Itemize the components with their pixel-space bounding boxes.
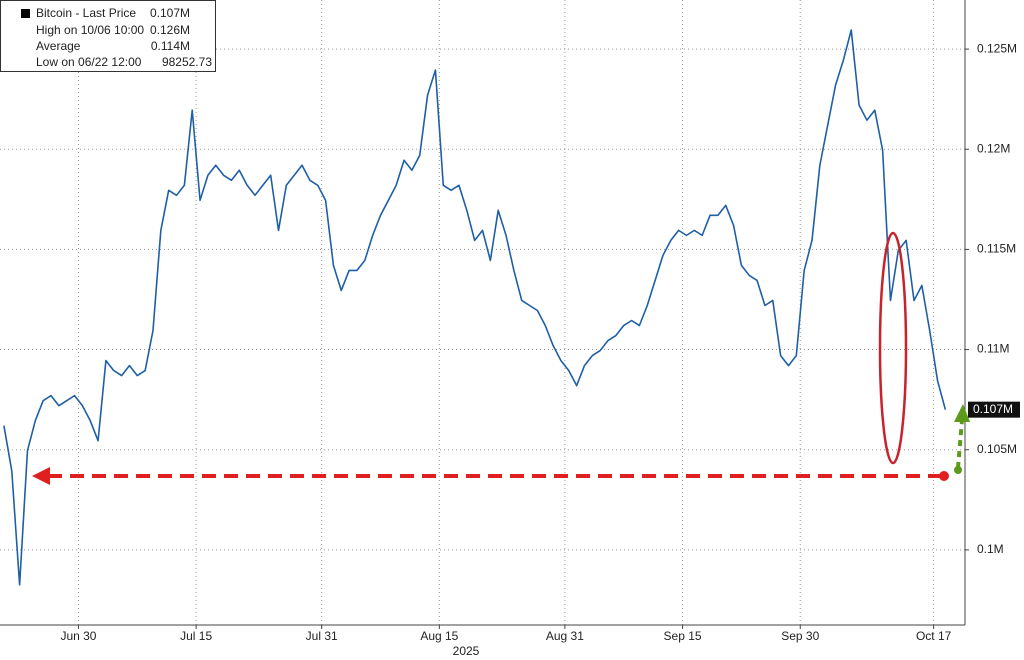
x-tick-label: Sep 30 — [781, 629, 819, 643]
price-line — [3, 29, 947, 586]
legend-label: Low on 06/22 12:00 — [36, 55, 142, 69]
x-tick-label: Jun 30 — [60, 629, 96, 643]
green-dot — [954, 466, 962, 474]
last-price-marker — [968, 401, 1020, 418]
legend-box — [0, 0, 216, 72]
x-tick-label: Aug 31 — [546, 629, 584, 643]
legend-label: Bitcoin - Last Price — [36, 6, 136, 20]
green-arrow — [956, 419, 964, 469]
annotations — [32, 231, 970, 485]
arrow-head — [32, 467, 50, 485]
y-tick-label: 0.105M — [977, 442, 1017, 456]
legend-swatch — [21, 9, 30, 18]
legend-value: 0.114M — [151, 39, 190, 53]
x-axis-label: 2025 — [453, 644, 480, 658]
legend-value: 0.107M — [150, 6, 190, 20]
y-tick-label: 0.12M — [977, 141, 1010, 155]
last-price-label: 0.107M — [973, 402, 1013, 416]
grid — [0, 0, 965, 625]
y-tick-label: 0.125M — [977, 41, 1017, 55]
green-arrow-head — [954, 404, 970, 422]
y-tick-label: 0.11M — [977, 342, 1009, 356]
y-tick-label: 0.115M — [977, 242, 1016, 256]
x-tick-label: Oct 17 — [916, 629, 952, 643]
arrow-dot — [939, 471, 949, 481]
x-tick-label: Aug 15 — [420, 629, 458, 643]
highlight-ellipse — [878, 231, 908, 465]
legend: Bitcoin - Last Price 0.107M High on 10/0… — [0, 0, 216, 72]
legend-label: Average — [36, 39, 81, 53]
x-tick-label: Jul 15 — [180, 629, 212, 643]
x-tick-label: Sep 15 — [664, 629, 702, 643]
plot — [3, 29, 947, 586]
x-tick-label: Jul 31 — [306, 629, 338, 643]
y-tick-label: 0.1M — [977, 542, 1004, 556]
legend-value: 0.126M — [150, 23, 190, 37]
legend-label: High on 10/06 10:00 — [36, 23, 144, 37]
legend-value: 98252.73 — [162, 55, 212, 69]
